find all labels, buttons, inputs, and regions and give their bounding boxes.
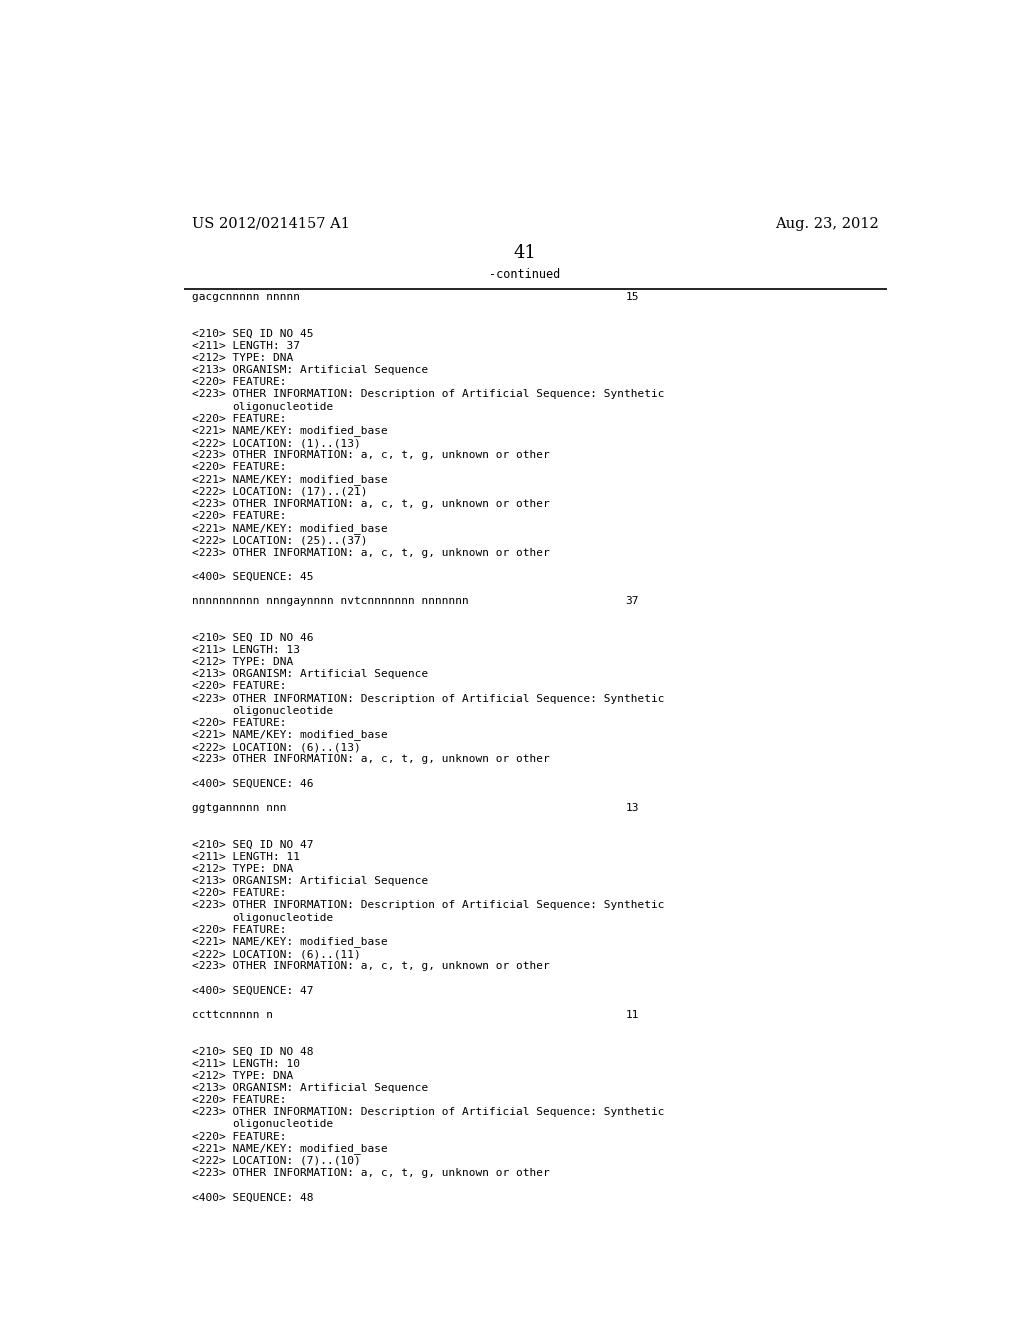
Text: 41: 41 [513,244,537,263]
Text: <400> SEQUENCE: 45: <400> SEQUENCE: 45 [191,572,313,582]
Text: <223> OTHER INFORMATION: Description of Artificial Sequence: Synthetic: <223> OTHER INFORMATION: Description of … [191,693,664,704]
Text: <213> ORGANISM: Artificial Sequence: <213> ORGANISM: Artificial Sequence [191,669,428,680]
Text: <222> LOCATION: (1)..(13): <222> LOCATION: (1)..(13) [191,438,360,447]
Text: <220> FEATURE:: <220> FEATURE: [191,718,286,727]
Text: <212> TYPE: DNA: <212> TYPE: DNA [191,657,293,667]
Text: <222> LOCATION: (17)..(21): <222> LOCATION: (17)..(21) [191,487,367,496]
Text: <221> NAME/KEY: modified_base: <221> NAME/KEY: modified_base [191,936,387,948]
Text: <212> TYPE: DNA: <212> TYPE: DNA [191,1071,293,1081]
Text: oligonucleotide: oligonucleotide [231,401,333,412]
Text: <210> SEQ ID NO 48: <210> SEQ ID NO 48 [191,1047,313,1056]
Text: <212> TYPE: DNA: <212> TYPE: DNA [191,863,293,874]
Text: <223> OTHER INFORMATION: a, c, t, g, unknown or other: <223> OTHER INFORMATION: a, c, t, g, unk… [191,499,549,510]
Text: <213> ORGANISM: Artificial Sequence: <213> ORGANISM: Artificial Sequence [191,1082,428,1093]
Text: <212> TYPE: DNA: <212> TYPE: DNA [191,352,293,363]
Text: 15: 15 [626,292,639,302]
Text: <220> FEATURE:: <220> FEATURE: [191,888,286,898]
Text: <213> ORGANISM: Artificial Sequence: <213> ORGANISM: Artificial Sequence [191,366,428,375]
Text: <220> FEATURE:: <220> FEATURE: [191,511,286,521]
Text: <221> NAME/KEY: modified_base: <221> NAME/KEY: modified_base [191,730,387,741]
Text: <210> SEQ ID NO 45: <210> SEQ ID NO 45 [191,329,313,338]
Text: <223> OTHER INFORMATION: a, c, t, g, unknown or other: <223> OTHER INFORMATION: a, c, t, g, unk… [191,961,549,972]
Text: <222> LOCATION: (6)..(11): <222> LOCATION: (6)..(11) [191,949,360,960]
Text: <213> ORGANISM: Artificial Sequence: <213> ORGANISM: Artificial Sequence [191,876,428,886]
Text: <211> LENGTH: 10: <211> LENGTH: 10 [191,1059,300,1068]
Text: <220> FEATURE:: <220> FEATURE: [191,462,286,473]
Text: <220> FEATURE:: <220> FEATURE: [191,681,286,692]
Text: <222> LOCATION: (25)..(37): <222> LOCATION: (25)..(37) [191,536,367,545]
Text: ggtgannnnn nnn: ggtgannnnn nnn [191,803,286,813]
Text: <210> SEQ ID NO 46: <210> SEQ ID NO 46 [191,632,313,643]
Text: gacgcnnnnn nnnnn: gacgcnnnnn nnnnn [191,292,300,302]
Text: <223> OTHER INFORMATION: Description of Artificial Sequence: Synthetic: <223> OTHER INFORMATION: Description of … [191,389,664,400]
Text: -continued: -continued [489,268,560,281]
Text: <223> OTHER INFORMATION: a, c, t, g, unknown or other: <223> OTHER INFORMATION: a, c, t, g, unk… [191,548,549,557]
Text: <220> FEATURE:: <220> FEATURE: [191,378,286,387]
Text: <400> SEQUENCE: 46: <400> SEQUENCE: 46 [191,779,313,788]
Text: <221> NAME/KEY: modified_base: <221> NAME/KEY: modified_base [191,523,387,533]
Text: <220> FEATURE:: <220> FEATURE: [191,1131,286,1142]
Text: oligonucleotide: oligonucleotide [231,912,333,923]
Text: nnnnnnnnnn nnngaynnnn nvtcnnnnnnn nnnnnnn: nnnnnnnnnn nnngaynnnn nvtcnnnnnnn nnnnnn… [191,597,468,606]
Text: <210> SEQ ID NO 47: <210> SEQ ID NO 47 [191,840,313,850]
Text: <400> SEQUENCE: 48: <400> SEQUENCE: 48 [191,1192,313,1203]
Text: <220> FEATURE:: <220> FEATURE: [191,925,286,935]
Text: <220> FEATURE:: <220> FEATURE: [191,1096,286,1105]
Text: <223> OTHER INFORMATION: Description of Artificial Sequence: Synthetic: <223> OTHER INFORMATION: Description of … [191,900,664,911]
Text: <222> LOCATION: (7)..(10): <222> LOCATION: (7)..(10) [191,1156,360,1166]
Text: <223> OTHER INFORMATION: a, c, t, g, unknown or other: <223> OTHER INFORMATION: a, c, t, g, unk… [191,450,549,461]
Text: <222> LOCATION: (6)..(13): <222> LOCATION: (6)..(13) [191,742,360,752]
Text: Aug. 23, 2012: Aug. 23, 2012 [775,216,879,231]
Text: <400> SEQUENCE: 47: <400> SEQUENCE: 47 [191,986,313,995]
Text: US 2012/0214157 A1: US 2012/0214157 A1 [191,216,349,231]
Text: <223> OTHER INFORMATION: Description of Artificial Sequence: Synthetic: <223> OTHER INFORMATION: Description of … [191,1107,664,1117]
Text: <221> NAME/KEY: modified_base: <221> NAME/KEY: modified_base [191,474,387,484]
Text: <223> OTHER INFORMATION: a, c, t, g, unknown or other: <223> OTHER INFORMATION: a, c, t, g, unk… [191,1168,549,1177]
Text: <223> OTHER INFORMATION: a, c, t, g, unknown or other: <223> OTHER INFORMATION: a, c, t, g, unk… [191,754,549,764]
Text: ccttcnnnnn n: ccttcnnnnn n [191,1010,272,1020]
Text: 11: 11 [626,1010,639,1020]
Text: 37: 37 [626,597,639,606]
Text: oligonucleotide: oligonucleotide [231,706,333,715]
Text: <211> LENGTH: 37: <211> LENGTH: 37 [191,341,300,351]
Text: <221> NAME/KEY: modified_base: <221> NAME/KEY: modified_base [191,425,387,437]
Text: <211> LENGTH: 11: <211> LENGTH: 11 [191,851,300,862]
Text: 13: 13 [626,803,639,813]
Text: <211> LENGTH: 13: <211> LENGTH: 13 [191,645,300,655]
Text: <220> FEATURE:: <220> FEATURE: [191,413,286,424]
Text: <221> NAME/KEY: modified_base: <221> NAME/KEY: modified_base [191,1143,387,1154]
Text: oligonucleotide: oligonucleotide [231,1119,333,1130]
